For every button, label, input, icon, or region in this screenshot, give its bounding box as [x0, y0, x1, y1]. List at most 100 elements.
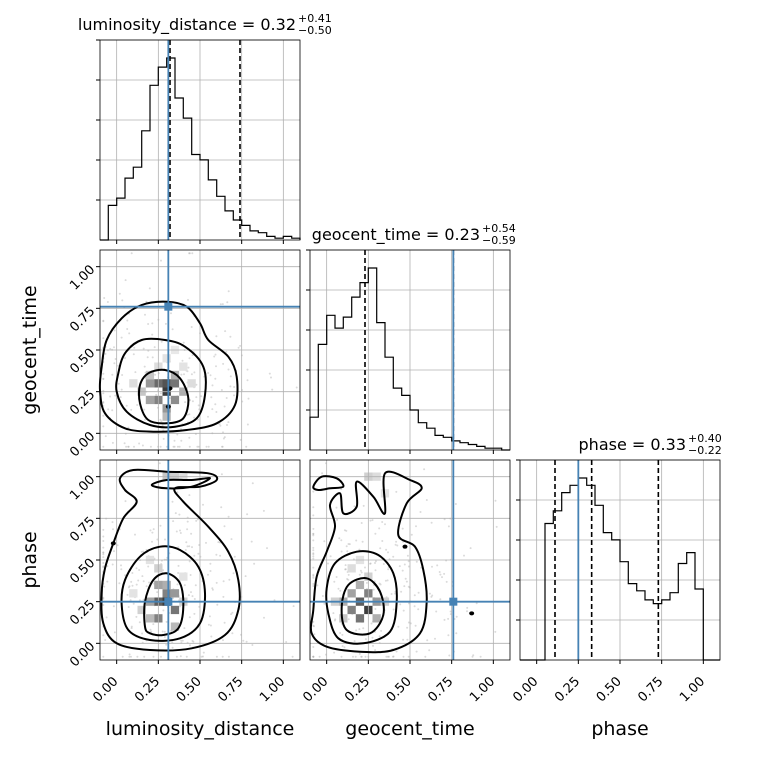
scatter-point [228, 578, 231, 581]
contour-line [340, 577, 385, 636]
scatter-point [438, 571, 441, 573]
scatter-point [403, 585, 406, 588]
scatter-point [358, 548, 361, 551]
scatter-point [196, 518, 199, 521]
scatter-point [188, 445, 191, 448]
scatter-point [392, 608, 395, 611]
scatter-point [193, 598, 196, 600]
y-tick-label: 1.00 [67, 262, 98, 293]
scatter-point [436, 564, 439, 567]
contour-line [137, 368, 190, 425]
scatter-point [189, 644, 191, 647]
scatter-point [200, 655, 203, 658]
scatter-point [345, 545, 348, 548]
scatter-point [221, 655, 224, 658]
scatter-point [223, 405, 226, 408]
scatter-point [471, 655, 474, 658]
scatter-point [364, 655, 367, 658]
scatter-point [127, 586, 130, 589]
scatter-point [158, 462, 161, 465]
scatter-point [220, 506, 223, 509]
scatter-point [312, 574, 315, 577]
scatter-point [359, 569, 362, 572]
scatter-point [469, 547, 472, 550]
scatter-point [102, 320, 105, 323]
scatter-point [164, 322, 167, 325]
scatter-point [426, 639, 429, 642]
scatter-point [120, 388, 123, 391]
scatter-point [193, 612, 196, 615]
scatter-point [397, 625, 400, 628]
scatter-point [130, 580, 133, 583]
scatter-point [222, 595, 225, 598]
scatter-point [178, 513, 181, 516]
scatter-point [195, 519, 198, 522]
scatter-point [223, 436, 226, 439]
scatter-point [172, 520, 175, 523]
scatter-point [150, 630, 153, 633]
scatter-point [441, 576, 443, 579]
scatter-point [113, 346, 115, 349]
scatter-point [138, 569, 141, 571]
density-cell [170, 395, 180, 405]
scatter-point [439, 573, 442, 576]
scatter-point [143, 655, 146, 658]
scatter-point [187, 366, 190, 369]
scatter-point [133, 346, 136, 349]
scatter-point [346, 578, 349, 580]
scatter-point [195, 396, 198, 399]
scatter-point [247, 397, 250, 400]
scatter-point [156, 591, 159, 594]
scatter-point [362, 504, 365, 507]
scatter-point [395, 490, 398, 493]
scatter-point [142, 550, 145, 553]
scatter-point [211, 588, 214, 591]
scatter-point [270, 376, 272, 379]
scatter-point [113, 329, 116, 332]
scatter-point [215, 411, 218, 413]
scatter-point [219, 554, 222, 557]
scatter-point [151, 540, 153, 543]
scatter-point [407, 655, 410, 658]
scatter-point [406, 638, 409, 641]
x-tick-label: 0.50 [594, 674, 625, 705]
scatter-point [448, 654, 451, 657]
scatter-point [102, 546, 105, 549]
title-sup: +0.41 [298, 12, 332, 25]
scatter-point [140, 550, 143, 553]
title-sup: +0.40 [688, 432, 722, 445]
scatter-point [102, 401, 105, 403]
scatter-point [193, 371, 196, 374]
scatter-point [495, 525, 498, 528]
scatter-point [189, 399, 192, 402]
scatter-point [341, 645, 344, 648]
scatter-point [246, 513, 249, 516]
x-axis-label: geocent_time [345, 718, 474, 740]
scatter-point [177, 572, 180, 574]
scatter-point [494, 630, 497, 633]
scatter-point [215, 335, 218, 338]
scatter-point [390, 593, 393, 595]
scatter-point [147, 565, 150, 568]
scatter-point [131, 584, 134, 587]
scatter-point [353, 505, 356, 508]
scatter-point [128, 653, 131, 656]
scatter-point [184, 401, 187, 404]
scatter-point [180, 428, 182, 431]
scatter-point [232, 572, 235, 575]
scatter-point [312, 655, 315, 658]
scatter-point [149, 529, 152, 532]
scatter-point [227, 290, 230, 293]
scatter-point [180, 639, 183, 642]
scatter-point [165, 620, 168, 623]
scatter-point [466, 606, 469, 609]
scatter-point [187, 594, 190, 597]
y-tick-label: 1.00 [67, 472, 98, 503]
scatter-point [200, 395, 203, 398]
scatter-point [404, 577, 407, 580]
scatter-point [109, 395, 112, 398]
scatter-point [112, 605, 115, 608]
density-cell [162, 404, 171, 413]
scatter-point [221, 303, 224, 306]
scatter-point [339, 632, 342, 634]
